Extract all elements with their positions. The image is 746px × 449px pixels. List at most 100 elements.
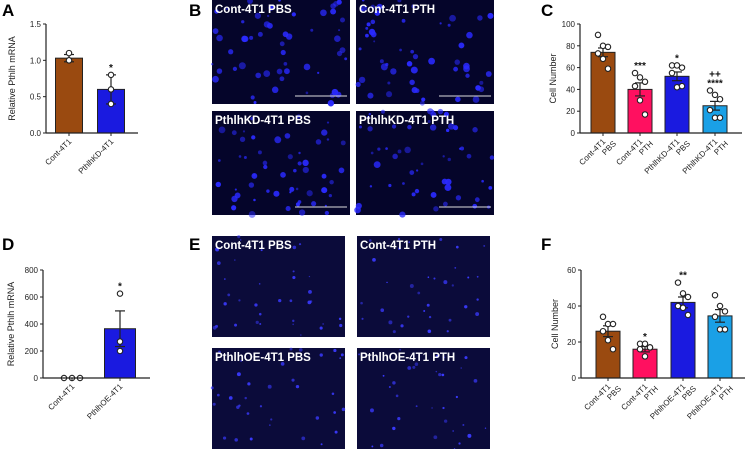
cell-nucleus bbox=[289, 186, 295, 192]
cell-nucleus bbox=[379, 443, 384, 448]
cell-nucleus bbox=[427, 276, 430, 279]
cell-nucleus bbox=[216, 34, 223, 42]
data-point bbox=[107, 86, 115, 93]
cell-nucleus bbox=[465, 73, 470, 78]
panel-label-d: D bbox=[2, 235, 14, 254]
cell-nucleus bbox=[338, 317, 342, 321]
cell-nucleus bbox=[298, 348, 303, 352]
cell-nucleus bbox=[298, 209, 306, 216]
data-point bbox=[604, 43, 612, 51]
cell-nucleus bbox=[488, 186, 493, 190]
cell-nucleus bbox=[485, 71, 492, 77]
panel-label-b: B bbox=[189, 1, 201, 20]
cell-nucleus bbox=[341, 407, 346, 412]
data-point bbox=[684, 293, 692, 301]
cell-nucleus bbox=[427, 329, 432, 334]
category-label: PthlhKD-4T1 bbox=[77, 137, 116, 176]
data-point bbox=[65, 49, 73, 57]
cell-nucleus bbox=[266, 14, 270, 18]
cell-nucleus bbox=[365, 33, 369, 38]
cell-nucleus bbox=[246, 412, 250, 415]
cell-nucleus bbox=[224, 278, 226, 280]
cell-nucleus bbox=[333, 348, 337, 353]
cell-nucleus bbox=[327, 100, 335, 107]
cell-nucleus bbox=[385, 147, 388, 150]
cell-nucleus bbox=[303, 63, 311, 71]
cell-nucleus bbox=[262, 160, 268, 166]
category-label-line: Cont-4T1 bbox=[43, 137, 73, 167]
cell-nucleus bbox=[367, 92, 374, 99]
cell-nucleus bbox=[243, 155, 247, 159]
cell-nucleus bbox=[298, 243, 302, 246]
cell-nucleus bbox=[399, 211, 406, 218]
cell-nucleus bbox=[379, 59, 384, 64]
cell-nucleus bbox=[462, 423, 465, 426]
cell-nucleus bbox=[231, 205, 237, 211]
cell-nucleus bbox=[358, 125, 362, 129]
cell-nucleus bbox=[358, 353, 361, 356]
data-point bbox=[599, 55, 607, 63]
cell-nucleus bbox=[447, 157, 451, 162]
cell-nucleus bbox=[371, 445, 374, 448]
cell-nucleus bbox=[295, 187, 299, 191]
y-tick-label: 1.0 bbox=[30, 56, 42, 65]
cell-nucleus bbox=[388, 320, 393, 325]
cell-nucleus bbox=[409, 79, 415, 86]
cell-nucleus bbox=[269, 424, 271, 426]
cell-nucleus bbox=[338, 167, 345, 174]
cell-nucleus bbox=[217, 159, 221, 162]
cell-nucleus bbox=[225, 7, 229, 11]
cell-nucleus bbox=[360, 8, 364, 11]
cell-nucleus bbox=[428, 315, 432, 319]
micrograph-background bbox=[357, 348, 490, 449]
cell-nucleus bbox=[467, 276, 470, 279]
significance-label: ** bbox=[679, 271, 687, 282]
y-tick-label: 0.0 bbox=[30, 129, 42, 138]
micrograph-background bbox=[357, 236, 490, 337]
cell-nucleus bbox=[411, 192, 416, 197]
data-point bbox=[599, 313, 607, 321]
cell-nucleus bbox=[411, 4, 416, 9]
cell-nucleus bbox=[402, 182, 405, 185]
cell-nucleus bbox=[263, 164, 268, 170]
cell-nucleus bbox=[340, 353, 344, 357]
cell-nucleus bbox=[484, 427, 487, 429]
cell-nucleus bbox=[397, 417, 401, 421]
data-point bbox=[716, 302, 724, 310]
cell-nucleus bbox=[279, 76, 285, 82]
cell-nucleus bbox=[466, 31, 473, 39]
cell-nucleus bbox=[399, 48, 402, 52]
category-label: PthlhOE-4T1 bbox=[85, 382, 124, 421]
cell-nucleus bbox=[333, 1, 339, 7]
cell-nucleus bbox=[365, 26, 369, 30]
cell-nucleus bbox=[285, 206, 291, 212]
cell-nucleus bbox=[481, 179, 484, 183]
cell-nucleus bbox=[381, 109, 385, 114]
significance-label: * bbox=[118, 282, 122, 293]
cell-nucleus bbox=[464, 305, 468, 309]
cell-nucleus bbox=[367, 115, 370, 119]
cell-nucleus bbox=[284, 68, 290, 75]
y-tick-label: 0.5 bbox=[30, 93, 42, 102]
cell-nucleus bbox=[370, 19, 376, 25]
cell-nucleus bbox=[247, 382, 251, 386]
y-tick-label: 600 bbox=[25, 293, 39, 302]
cell-nucleus bbox=[280, 362, 285, 366]
cell-nucleus bbox=[455, 195, 462, 201]
cell-nucleus bbox=[448, 122, 455, 130]
data-point bbox=[641, 340, 649, 348]
cell-nucleus bbox=[390, 68, 397, 75]
cell-nucleus bbox=[308, 289, 312, 294]
cell-nucleus bbox=[476, 275, 479, 278]
cell-nucleus bbox=[280, 172, 286, 178]
cell-nucleus bbox=[358, 47, 362, 51]
y-axis-label: Relative Pthlh mRNA bbox=[7, 36, 17, 121]
cell-nucleus bbox=[412, 365, 416, 369]
cell-nucleus bbox=[326, 138, 330, 141]
cell-nucleus bbox=[295, 384, 300, 389]
data-point bbox=[716, 114, 724, 121]
data-point bbox=[116, 290, 124, 297]
cell-nucleus bbox=[415, 169, 419, 172]
